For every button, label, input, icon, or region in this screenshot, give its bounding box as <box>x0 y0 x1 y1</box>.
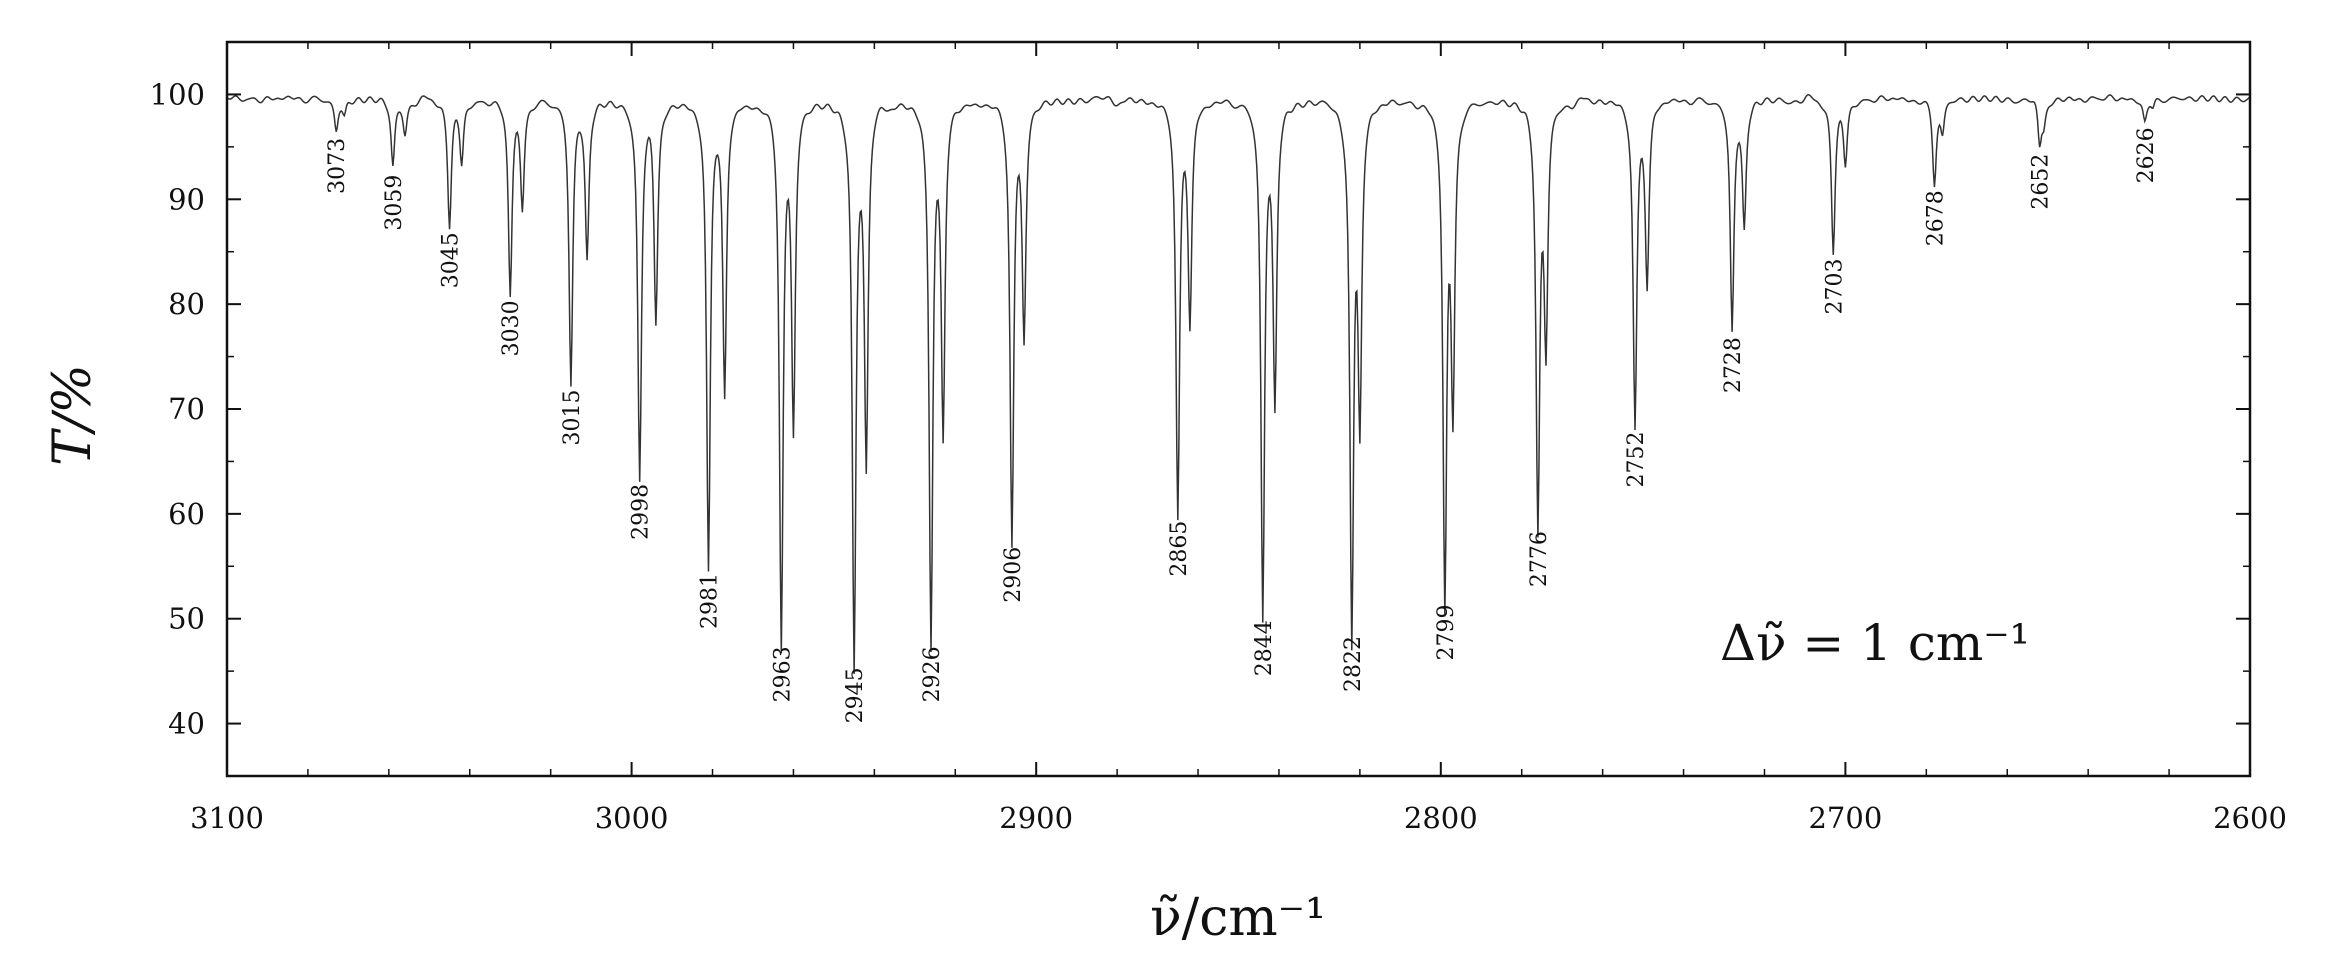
resolution-annotation: Δν̃ = 1 cm⁻¹ <box>1720 614 2030 672</box>
peak-label-2998: 2998 <box>629 484 654 540</box>
peak-label-2926: 2926 <box>920 646 945 702</box>
y-tick-label-50: 50 <box>168 602 205 636</box>
y-tick-label-90: 90 <box>168 182 205 216</box>
peak-label-3073: 3073 <box>325 138 350 194</box>
x-tick-label-2800: 2800 <box>1404 801 1478 835</box>
y-tick-label-40: 40 <box>168 707 205 741</box>
y-tick-label-100: 100 <box>150 77 205 111</box>
y-axis-title: T/% <box>43 364 103 466</box>
peak-label-2981: 2981 <box>698 573 723 629</box>
peak-label-2678: 2678 <box>1923 190 1948 246</box>
peak-label-2799: 2799 <box>1434 605 1459 661</box>
peak-label-3059: 3059 <box>382 175 407 231</box>
peak-label-2844: 2844 <box>1252 620 1277 676</box>
x-tick-label-3100: 3100 <box>190 801 264 835</box>
x-tick-label-2700: 2700 <box>1808 801 1882 835</box>
x-axis-title: ν̃/cm⁻¹ <box>1150 888 1326 948</box>
peak-label-2906: 2906 <box>1001 547 1026 603</box>
y-tick-label-70: 70 <box>168 392 205 426</box>
peak-label-2652: 2652 <box>2029 154 2054 210</box>
spectrum-line <box>226 93 2251 675</box>
x-tick-label-2900: 2900 <box>999 801 1073 835</box>
peak-labels: 3073 3059 3045 3030 3015 2998 2981 2963 2945 2926… <box>325 127 2159 723</box>
y-tick-label-60: 60 <box>168 497 205 531</box>
peak-label-3030: 3030 <box>499 300 524 356</box>
x-tick-label-2600: 2600 <box>2213 801 2287 835</box>
peak-label-2822: 2822 <box>1341 636 1366 692</box>
peak-label-2776: 2776 <box>1527 531 1552 587</box>
peak-label-2752: 2752 <box>1624 432 1649 488</box>
peak-label-2626: 2626 <box>2134 127 2159 183</box>
peak-label-2945: 2945 <box>843 667 868 723</box>
ticks-layer: 3100 3000 2900 2800 2700 2600 40 50 60 70 80 90 100 <box>150 42 2287 835</box>
peak-label-2728: 2728 <box>1721 337 1746 393</box>
peak-label-2865: 2865 <box>1167 521 1192 577</box>
spectrum-layer <box>226 93 2251 675</box>
peak-label-2963: 2963 <box>770 646 795 702</box>
peak-label-3045: 3045 <box>439 232 464 288</box>
peak-label-2703: 2703 <box>1822 259 1847 315</box>
y-tick-label-80: 80 <box>168 287 205 321</box>
x-tick-label-3000: 3000 <box>595 801 669 835</box>
peak-label-3015: 3015 <box>560 390 585 446</box>
